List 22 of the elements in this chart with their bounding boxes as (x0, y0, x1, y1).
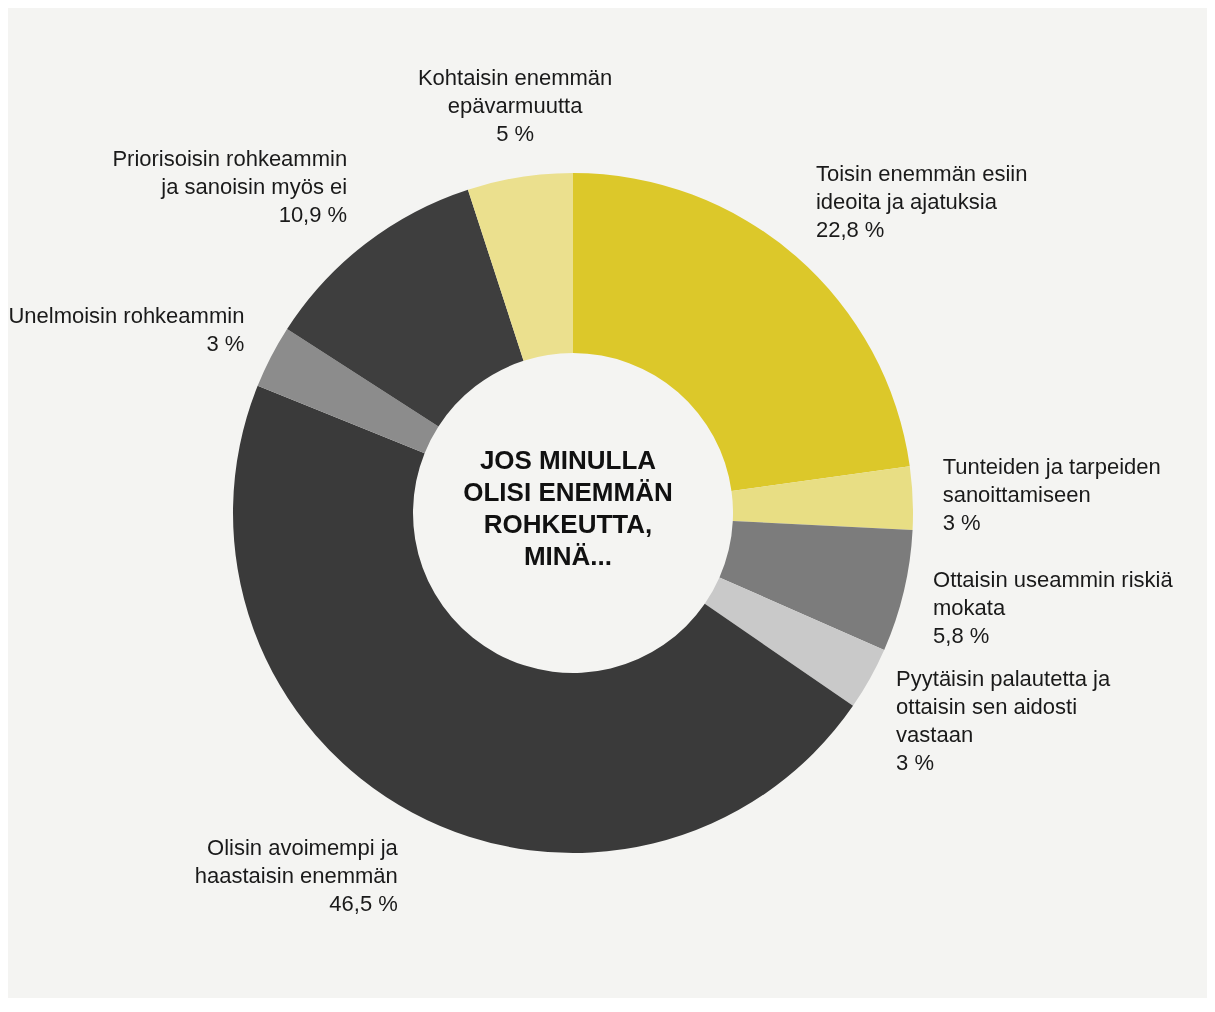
donut-slice (467, 173, 573, 361)
slice-label: Pyytäisin palautetta ja ottaisin sen aidosti vastaan (896, 665, 1111, 747)
data-label: 5,8 % (933, 622, 990, 648)
slice-label: Kohtaisin enemmän epävarmuutta (417, 65, 613, 119)
donut-slice (257, 329, 439, 454)
donut-slice (719, 521, 913, 650)
data-label: 5 % (496, 121, 535, 147)
slice-label: Ottaisin useammin riskiä mokata (933, 566, 1174, 620)
donut-slice (704, 577, 885, 706)
data-label: 3 % (942, 509, 981, 535)
data-label: 3 % (206, 331, 245, 357)
slice-label: Olisin avoimempi ja haastaisin enemmän (194, 834, 399, 888)
data-label: 22,8 % (815, 217, 885, 243)
slice-label: Priorisoisin rohkeammin ja sanoisin myös ei (112, 145, 348, 199)
slice-label: Unelmoisin rohkeammin (8, 303, 245, 329)
slice-label: Tunteiden ja tarpeiden sanoittamiseen (942, 453, 1161, 507)
donut-slice (731, 466, 913, 531)
data-label: 46,5 % (329, 890, 398, 916)
data-label: 3 % (896, 749, 935, 775)
data-label: 10,9 % (278, 201, 348, 227)
text: JOS MINULLA OLISI ENEMMÄN ROHKEUTTA, MINÄ... (463, 445, 673, 571)
slice-label: Toisin enemmän esiin ideoita ja ajatuksia (815, 161, 1028, 215)
